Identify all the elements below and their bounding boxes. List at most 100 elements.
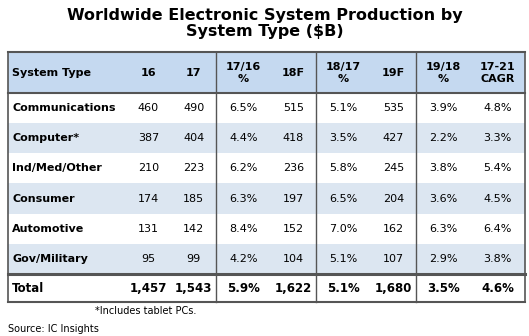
Text: System Type ($B): System Type ($B) (186, 24, 343, 39)
Text: 1,680: 1,680 (375, 282, 412, 295)
Text: 5.1%: 5.1% (329, 254, 358, 264)
Text: 5.4%: 5.4% (484, 164, 512, 173)
Text: Computer*: Computer* (12, 133, 79, 143)
Text: Ind/Med/Other: Ind/Med/Other (12, 164, 102, 173)
Bar (416, 93, 470, 123)
Text: 460: 460 (138, 103, 159, 114)
Bar (371, 214, 416, 244)
Text: Communications: Communications (12, 103, 116, 114)
Bar (271, 214, 316, 244)
Text: 3.8%: 3.8% (484, 254, 512, 264)
Text: 5.1%: 5.1% (329, 103, 358, 114)
Bar (171, 274, 216, 302)
Text: 2.2%: 2.2% (429, 133, 458, 143)
Bar (171, 123, 216, 154)
Text: 8.4%: 8.4% (230, 223, 258, 234)
Bar (126, 183, 171, 214)
Bar (271, 274, 316, 302)
Text: 5.1%: 5.1% (327, 282, 360, 295)
Bar (416, 123, 470, 154)
Bar (216, 93, 271, 123)
Bar (271, 244, 316, 274)
Bar (316, 123, 371, 154)
Bar (470, 93, 525, 123)
Text: Worldwide Electronic System Production by: Worldwide Electronic System Production b… (67, 8, 462, 24)
Text: 7.0%: 7.0% (329, 223, 358, 234)
Bar (216, 214, 271, 244)
Bar (316, 244, 371, 274)
Bar (316, 154, 371, 183)
Text: 4.5%: 4.5% (484, 194, 512, 204)
Text: 4.4%: 4.4% (230, 133, 258, 143)
Bar (271, 154, 316, 183)
Bar (316, 183, 371, 214)
Text: 174: 174 (138, 194, 159, 204)
Text: 19/18
%: 19/18 % (425, 62, 461, 84)
Bar (470, 123, 525, 154)
Text: Automotive: Automotive (12, 223, 85, 234)
Text: 6.3%: 6.3% (429, 223, 457, 234)
Bar (216, 244, 271, 274)
Text: 17-21
CAGR: 17-21 CAGR (480, 62, 515, 84)
Bar (216, 154, 271, 183)
Text: 185: 185 (183, 194, 204, 204)
Bar (271, 93, 316, 123)
Text: 17/16
%: 17/16 % (226, 62, 261, 84)
Text: 3.5%: 3.5% (329, 133, 358, 143)
Bar (8, 214, 126, 244)
Text: 535: 535 (383, 103, 404, 114)
Bar (470, 52, 525, 93)
Text: 4.6%: 4.6% (481, 282, 514, 295)
Bar (470, 183, 525, 214)
Text: 16: 16 (141, 68, 156, 78)
Bar (316, 52, 371, 93)
Bar (470, 274, 525, 302)
Bar (470, 214, 525, 244)
Text: 1,457: 1,457 (130, 282, 167, 295)
Bar (371, 154, 416, 183)
Bar (8, 52, 126, 93)
Bar (416, 274, 470, 302)
Text: 4.2%: 4.2% (230, 254, 258, 264)
Bar (316, 93, 371, 123)
Text: 197: 197 (283, 194, 304, 204)
Bar (216, 274, 271, 302)
Text: 3.3%: 3.3% (484, 133, 512, 143)
Bar (171, 93, 216, 123)
Text: 18F: 18F (282, 68, 305, 78)
Text: 6.5%: 6.5% (329, 194, 358, 204)
Text: 6.2%: 6.2% (230, 164, 258, 173)
Text: 131: 131 (138, 223, 159, 234)
Text: 490: 490 (183, 103, 204, 114)
Bar (126, 244, 171, 274)
Text: Total: Total (12, 282, 44, 295)
Bar (171, 244, 216, 274)
Text: 387: 387 (138, 133, 159, 143)
Text: 4.8%: 4.8% (484, 103, 512, 114)
Text: Gov/Military: Gov/Military (12, 254, 88, 264)
Text: Consumer: Consumer (12, 194, 75, 204)
Text: 1,622: 1,622 (275, 282, 312, 295)
Bar (171, 183, 216, 214)
Bar (416, 183, 470, 214)
Bar (316, 274, 371, 302)
Bar (416, 214, 470, 244)
Bar (271, 52, 316, 93)
Bar (171, 154, 216, 183)
Text: 3.8%: 3.8% (429, 164, 458, 173)
Text: 19F: 19F (382, 68, 405, 78)
Text: 5.9%: 5.9% (227, 282, 260, 295)
Bar (470, 154, 525, 183)
Text: 3.6%: 3.6% (429, 194, 457, 204)
Text: 6.3%: 6.3% (230, 194, 258, 204)
Text: 236: 236 (283, 164, 304, 173)
Bar (371, 244, 416, 274)
Text: 2.9%: 2.9% (429, 254, 458, 264)
Text: 17: 17 (186, 68, 202, 78)
Text: 3.9%: 3.9% (429, 103, 458, 114)
Bar (371, 52, 416, 93)
Text: 162: 162 (382, 223, 404, 234)
Text: 104: 104 (283, 254, 304, 264)
Bar (8, 154, 126, 183)
Text: 152: 152 (283, 223, 304, 234)
